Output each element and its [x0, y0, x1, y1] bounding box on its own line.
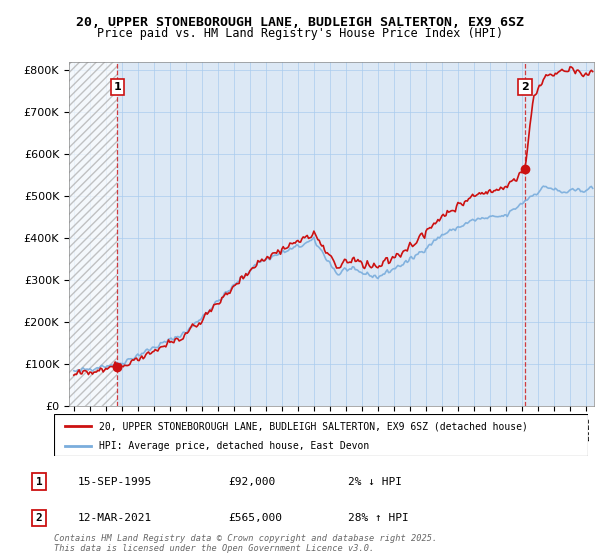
Text: 28% ↑ HPI: 28% ↑ HPI [348, 513, 409, 523]
Text: 20, UPPER STONEBOROUGH LANE, BUDLEIGH SALTERTON, EX9 6SZ (detached house): 20, UPPER STONEBOROUGH LANE, BUDLEIGH SA… [100, 421, 528, 431]
Bar [69, 62, 117, 406]
Text: 15-SEP-1995: 15-SEP-1995 [78, 477, 152, 487]
Text: 2% ↓ HPI: 2% ↓ HPI [348, 477, 402, 487]
Text: Price paid vs. HM Land Registry's House Price Index (HPI): Price paid vs. HM Land Registry's House … [97, 27, 503, 40]
Text: 12-MAR-2021: 12-MAR-2021 [78, 513, 152, 523]
Text: 2: 2 [521, 82, 529, 92]
Text: Contains HM Land Registry data © Crown copyright and database right 2025.
This d: Contains HM Land Registry data © Crown c… [54, 534, 437, 553]
Text: 1: 1 [35, 477, 43, 487]
Text: 1: 1 [113, 82, 121, 92]
Text: HPI: Average price, detached house, East Devon: HPI: Average price, detached house, East… [100, 441, 370, 451]
Text: £92,000: £92,000 [228, 477, 275, 487]
Text: 2: 2 [35, 513, 43, 523]
Text: 20, UPPER STONEBOROUGH LANE, BUDLEIGH SALTERTON, EX9 6SZ: 20, UPPER STONEBOROUGH LANE, BUDLEIGH SA… [76, 16, 524, 29]
Text: £565,000: £565,000 [228, 513, 282, 523]
